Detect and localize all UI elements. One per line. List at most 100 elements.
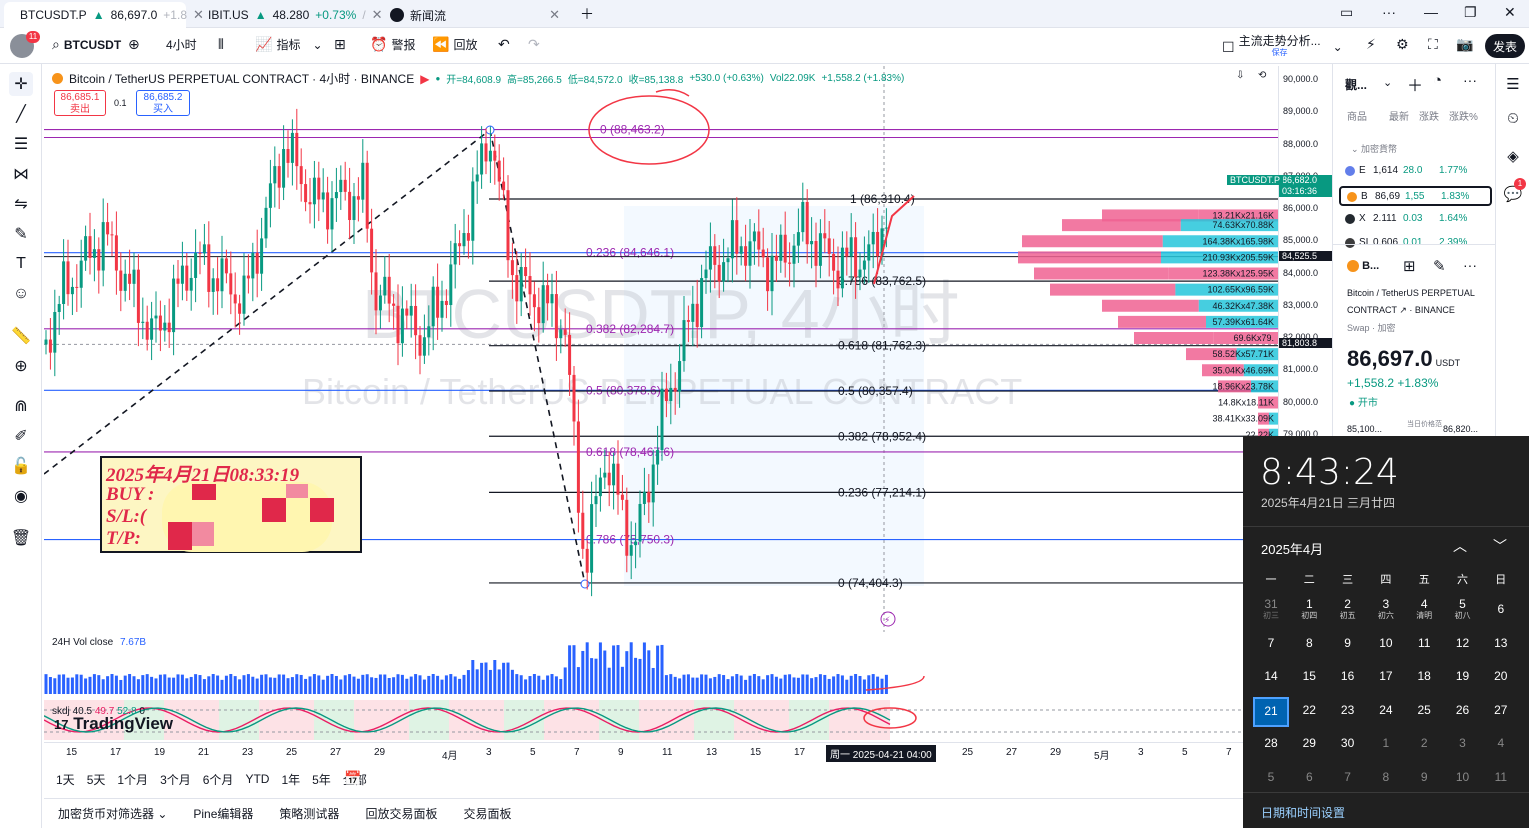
watchlist-icon[interactable]: ☰ [1506,76,1520,93]
annotation-circle[interactable] [588,95,710,165]
snapshot-button[interactable]: 📷 [1456,36,1473,53]
replay-button[interactable]: ⏪ 回放 [432,36,477,53]
minimize-icon[interactable]: — [1424,4,1438,20]
buy-button[interactable]: 86,685.2 买入 [136,90,190,116]
alarm-clock-icon[interactable]: ⏲ [1507,109,1519,127]
watchlist-row[interactable]: E 1,614 28.0 1.77% [1339,162,1492,182]
calendar-day[interactable]: 12 [1445,630,1481,660]
watchlist-row[interactable]: B 86,69 1,55 1.83% [1339,186,1492,206]
chevron-up-icon[interactable]: ︿ [1453,538,1467,554]
calendar-day[interactable]: 25 [1406,697,1442,727]
lock-icon[interactable]: 🔓 [11,458,31,475]
collapse-icon[interactable]: ⇩ [1236,70,1245,81]
trend-line[interactable] [489,129,586,585]
alert-button[interactable]: ⏰ 警报 [370,36,415,53]
bottom-tab[interactable]: 交易面板 [463,807,512,821]
calendar-day[interactable]: 6 [1291,764,1327,794]
quick-search-button[interactable]: ⚡ [1366,36,1376,53]
symbol-search[interactable]: ⌕ BTCUSDT [52,36,121,53]
calendar-day[interactable]: 7 [1253,630,1289,660]
calendar-day[interactable]: 7 [1330,764,1366,794]
annotation-arrow[interactable] [865,675,925,691]
anchor-point[interactable] [580,579,590,589]
calendar-day[interactable]: 28 [1253,730,1289,760]
grid-icon[interactable]: ⊞ [1403,258,1416,275]
undo-button[interactable]: ↶ [498,36,510,53]
chevron-down-icon[interactable]: ﹀ [1493,538,1507,554]
more-icon[interactable]: ··· [1463,72,1477,88]
calendar-day[interactable]: 4 [1483,730,1519,760]
lock-draw-icon[interactable]: ✐ [14,428,28,445]
bottom-tab[interactable]: 加密货币对筛选器 ⌄ [58,807,168,821]
close-icon[interactable]: ✕ [193,7,204,22]
annotation-arrow[interactable] [873,195,915,285]
calendar-day[interactable]: 9 [1406,764,1442,794]
calendar-day[interactable]: 19 [1445,663,1481,693]
watchlist-row[interactable]: SI 0.606 0.01 2.39% [1339,234,1492,254]
calendar-day[interactable]: 15 [1291,663,1327,693]
compare-button[interactable]: ⊕ [128,36,140,53]
magnet-icon[interactable]: ⋒ [14,398,28,415]
calendar-day[interactable]: 2 初五 [1330,596,1366,626]
publish-button[interactable]: 发表 [1485,34,1525,58]
indicators-button[interactable]: 📈 指标 ⌄ [255,36,323,53]
range-button[interactable]: 1年 [281,772,301,787]
tradingview-logo[interactable]: 17 TradingView [54,714,173,734]
calendar-day[interactable]: 20 [1483,663,1519,693]
chart-type-button[interactable]: ⫴ [218,36,224,53]
calendar-day[interactable]: 4 清明 [1406,596,1442,626]
new-tab-icon[interactable]: ＋ [580,6,594,22]
pattern-icon[interactable]: ⋈ [13,166,29,183]
calendar-day[interactable]: 16 [1330,663,1366,693]
close-icon[interactable]: ✕ [549,7,560,22]
chevron-down-icon[interactable]: ⌄ [1383,77,1393,89]
calendar-day[interactable]: 22 [1291,697,1327,727]
calendar-day[interactable]: 6 [1483,596,1519,626]
fib-icon[interactable]: ☰ [13,136,29,153]
range-button[interactable]: 3个月 [160,772,191,787]
layout-save-button[interactable]: ☐ 主流走势分析... 保存 ⌄ [1222,35,1343,58]
col-pct[interactable]: 涨跌% [1449,112,1478,123]
watchlist-row[interactable]: X 2.111 0.03 1.64% [1339,210,1492,230]
window-close-icon[interactable]: ✕ [1504,4,1516,20]
bottom-tab[interactable]: 策略测试器 [279,807,340,821]
range-button[interactable]: YTD [245,772,270,786]
range-button[interactable]: 1天 [56,772,75,787]
calendar-day[interactable]: 8 [1368,764,1404,794]
calendar-day[interactable]: 10 [1368,630,1404,660]
range-button[interactable]: 全部 [342,772,367,787]
bottom-tab[interactable]: 回放交易面板 [365,807,438,821]
layers-icon[interactable]: ◈ [1507,148,1519,165]
tab-news[interactable]: 新闻流 ✕ [380,2,570,28]
sell-button[interactable]: 86,685.1 卖出 [54,90,106,116]
settings-button[interactable]: ⚙ [1396,36,1409,53]
section-header[interactable]: ⌄ 加密貨幣 [1351,144,1398,154]
calendar-range-icon[interactable]: 📅 [344,770,362,786]
calendar-month[interactable]: 2025年4月 [1261,542,1324,557]
trend-line[interactable] [44,129,491,475]
watchlist-title[interactable]: 觀... [1345,78,1368,92]
calendar-day[interactable]: 9 [1330,630,1366,660]
bottom-tab[interactable]: Pine编辑器 [193,807,254,821]
calendar-day[interactable]: 24 [1368,697,1404,727]
text-icon[interactable]: T [16,255,26,272]
fullscreen-button[interactable]: ⛶ [1428,36,1438,53]
eye-icon[interactable]: ◉ [14,488,28,505]
interval-button[interactable]: 4小时 [166,38,197,52]
col-last[interactable]: 最新 [1389,112,1409,123]
clock-date[interactable]: 2025年4月21日 三月廿四 [1261,496,1396,510]
maximize-icon[interactable]: ❐ [1464,4,1477,20]
calendar-day[interactable]: 14 [1253,663,1289,693]
calendar-day[interactable]: 27 [1483,697,1519,727]
layouts-button[interactable]: ⊞ [334,36,346,53]
ruler-icon[interactable]: 📏 [11,328,31,345]
range-button[interactable]: 1个月 [117,772,149,787]
time-axis[interactable]: 15 17 19 21 23 25 27 29 4月 3 5 7 9 11 13 15 17 周一 2025-04… [44,742,1278,762]
annotation-arrow[interactable] [655,89,690,97]
calendar-day[interactable]: 11 [1483,764,1519,794]
calendar-day[interactable]: 23 [1330,697,1366,727]
calendar-day[interactable]: 1 [1368,730,1404,760]
calendar-day[interactable]: 18 [1406,663,1442,693]
calendar-day[interactable]: 1 初四 [1291,596,1327,626]
range-button[interactable]: 5年 [312,772,331,787]
